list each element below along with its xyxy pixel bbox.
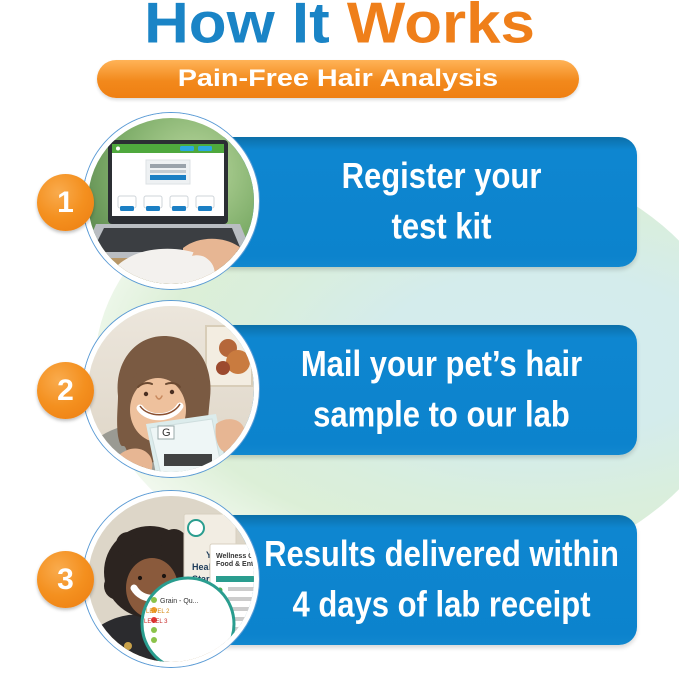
svg-text:Grain - Qu...: Grain - Qu...: [160, 598, 199, 605]
svg-text:G: G: [162, 427, 171, 439]
svg-text:LEVEL 3: LEVEL 3: [144, 619, 168, 625]
svg-text:Food & Entrée: Food & Entrée: [216, 561, 259, 568]
svg-text:LEVEL 2: LEVEL 2: [146, 609, 170, 615]
svg-text:Wellness Cat,: Wellness Cat,: [216, 553, 259, 560]
